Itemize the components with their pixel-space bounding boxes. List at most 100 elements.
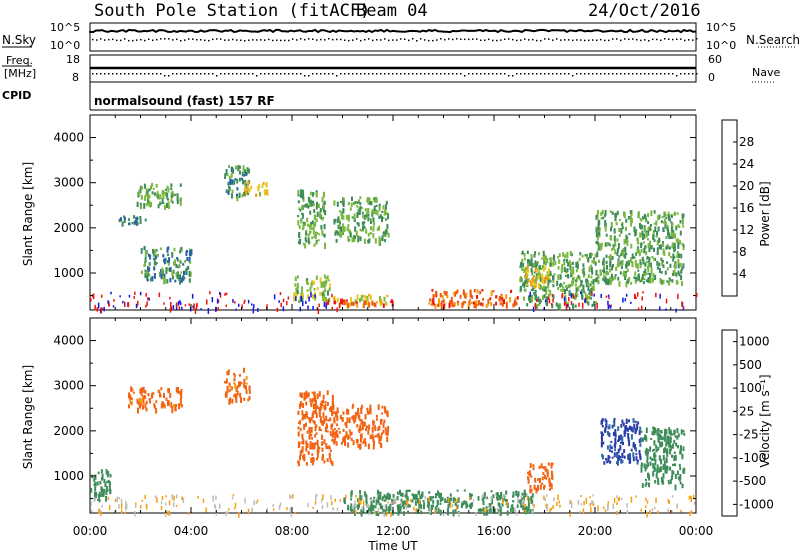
vel-cell (297, 431, 300, 437)
vel-cell (432, 504, 434, 508)
power-speckle-cell (97, 302, 100, 309)
vel-cell (311, 412, 314, 418)
power-cell (169, 277, 172, 283)
power-cell (176, 196, 179, 202)
power-cell (391, 300, 394, 307)
vel-cell (313, 447, 316, 450)
nave-dot (564, 73, 566, 75)
power-cell (481, 289, 484, 292)
power-cell (478, 300, 480, 305)
vel-speckle-cell (176, 494, 178, 499)
power-speckle-cell (544, 299, 547, 303)
power-cell (557, 287, 559, 290)
vel-speckle-cell (390, 511, 392, 518)
vel-cell (529, 463, 532, 469)
power-cell (479, 290, 482, 295)
vel-cell (302, 455, 304, 459)
power-cell (312, 223, 315, 230)
power-cbar-tick-label: 28 (739, 135, 754, 149)
vel-cell (521, 492, 524, 496)
vel-cell (386, 411, 389, 418)
nsearch-dot (248, 39, 250, 41)
vel-speckle-cell (630, 497, 633, 503)
nsearch-dot (620, 39, 622, 42)
power-cell (672, 229, 675, 233)
vel-cell (379, 436, 382, 440)
power-cell (658, 267, 661, 273)
power-cell (121, 221, 124, 227)
power-cell (645, 230, 648, 234)
power-cell (152, 248, 154, 254)
vel-cell (414, 494, 417, 500)
vel-speckle-cell (451, 503, 454, 507)
power-cell (301, 194, 304, 200)
vel-cell (374, 435, 377, 438)
vel-speckle-cell (458, 511, 460, 517)
power-cell (641, 256, 644, 262)
power-cell (163, 274, 166, 278)
nave-dot (288, 73, 290, 75)
vel-speckle-cell (434, 509, 436, 514)
power-cell (612, 264, 614, 268)
power-cell (580, 283, 583, 287)
vel-region-8 (640, 426, 686, 491)
vel-cell (179, 391, 182, 397)
power-cell (354, 226, 357, 232)
vel-speckle-cell (331, 501, 333, 506)
nsearch-dot (544, 38, 546, 40)
nave-tick-high: 60 (708, 53, 722, 66)
vel-cell (664, 430, 667, 435)
power-cell (505, 301, 508, 304)
power-cell (434, 294, 437, 297)
power-cell (229, 178, 232, 182)
power-cell (648, 247, 651, 253)
power-cell (626, 240, 629, 246)
vel-cell (491, 498, 494, 505)
vel-cell (318, 411, 321, 418)
vel-cell (297, 421, 300, 424)
power-cell (521, 267, 524, 271)
vel-cell (524, 491, 526, 497)
vel-cell (666, 449, 669, 453)
vel-cell (367, 429, 370, 435)
vel-cell (496, 493, 499, 497)
nsearch-dot (224, 39, 226, 41)
vel-speckle-cell (118, 504, 120, 509)
power-cell (537, 266, 540, 271)
power-cell (167, 253, 169, 256)
power-speckle-cell (327, 299, 330, 305)
power-speckle-cell (217, 300, 220, 303)
power-cell (159, 202, 162, 206)
vel-cell (644, 435, 647, 439)
nave-dot (192, 73, 194, 75)
vel-cell (627, 454, 630, 460)
power-cell (147, 199, 149, 205)
power-cell (356, 201, 359, 204)
power-cell (649, 273, 652, 276)
power-speckle-cell (534, 303, 536, 307)
vel-speckle-cell (345, 494, 347, 499)
vel-cell (332, 400, 334, 406)
power-cell (321, 230, 324, 236)
power-speckle-cell (145, 293, 147, 297)
vel-cell (303, 453, 306, 460)
vel-speckle-cell (164, 502, 167, 506)
vel-cell (624, 429, 627, 435)
vel-cell (372, 436, 375, 443)
power-cell (568, 290, 571, 296)
power-cell (608, 255, 611, 259)
vel-speckle-cell (531, 510, 534, 514)
vel-cell (315, 399, 317, 405)
power-cell (530, 288, 533, 292)
vel-cell (423, 502, 426, 507)
vel-cell (369, 408, 372, 411)
nave-dot (488, 73, 490, 75)
vel-cell (653, 448, 655, 451)
vel-cell (354, 411, 357, 415)
power-cell (649, 262, 652, 267)
vel-speckle-cell (657, 510, 659, 514)
nave-dot (396, 73, 398, 75)
power-cell (307, 205, 310, 209)
nave-dot (520, 73, 522, 75)
